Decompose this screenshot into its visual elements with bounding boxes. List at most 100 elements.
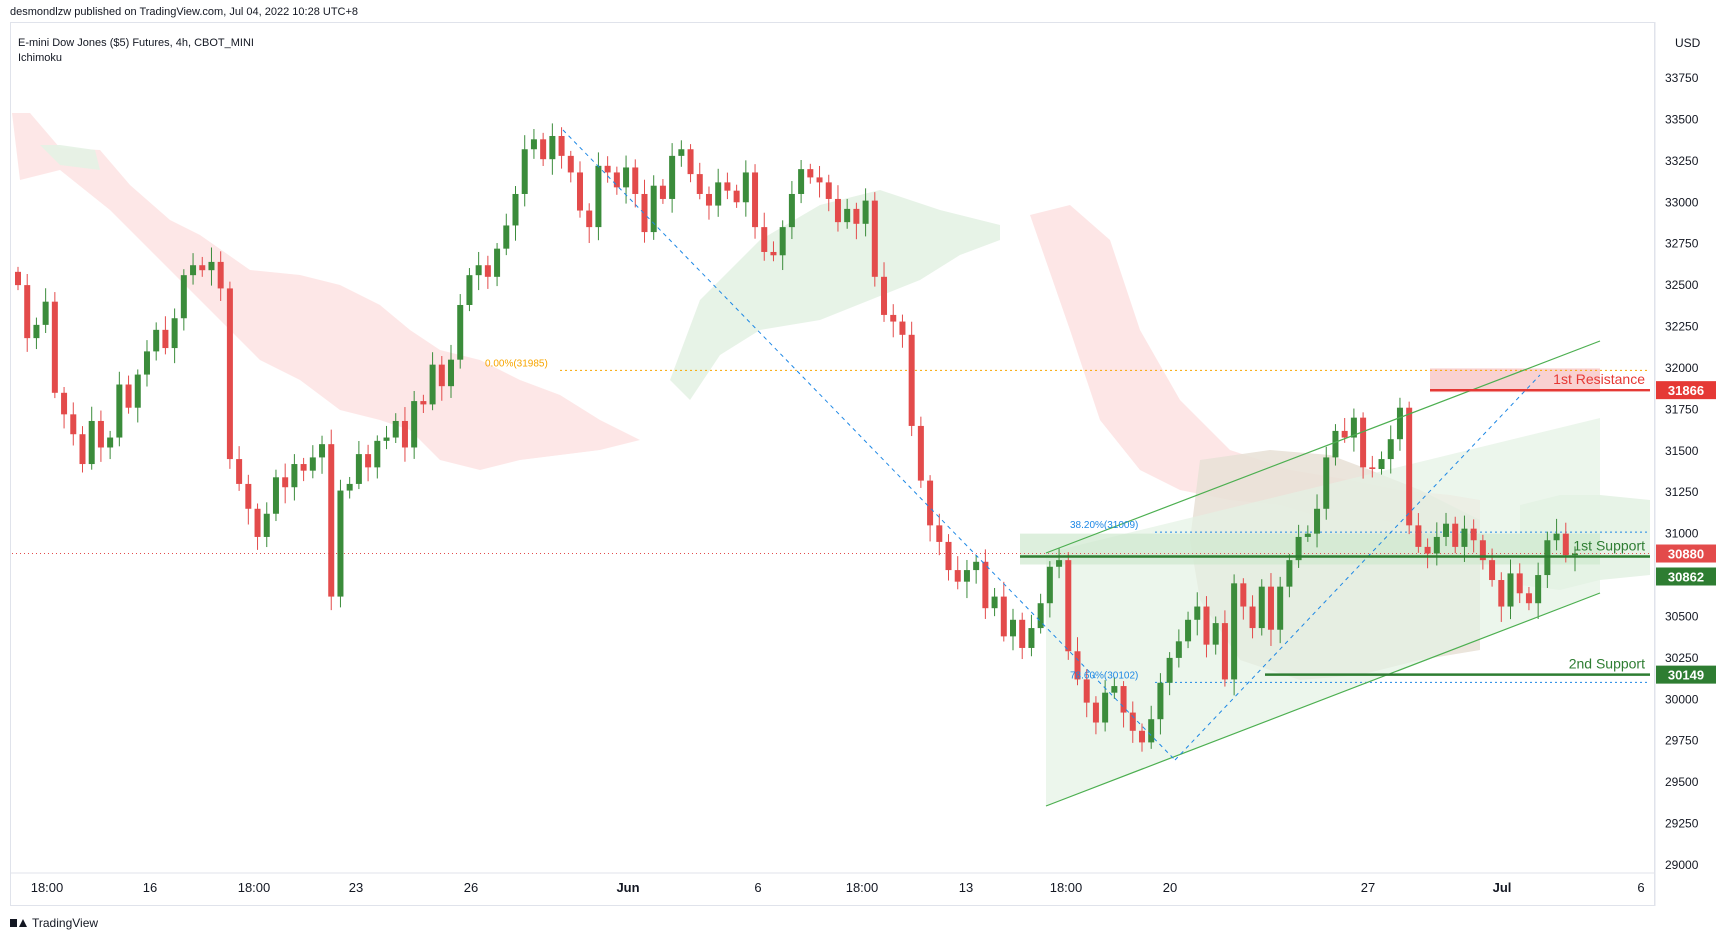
candle-body — [291, 464, 298, 488]
candle-body — [770, 251, 777, 256]
price-badge-label: 30862 — [1668, 569, 1704, 584]
candle-body — [567, 155, 574, 173]
price-tick-label: 32500 — [1665, 278, 1699, 292]
price-tick-label: 29250 — [1665, 817, 1699, 831]
candle-body — [1360, 417, 1367, 468]
time-tick-label: 18:00 — [1050, 880, 1083, 895]
candle-body — [1221, 623, 1228, 680]
candles[interactable] — [15, 123, 1578, 752]
indicator-name[interactable]: Ichimoku — [18, 52, 63, 64]
candle-body — [374, 440, 381, 468]
candle-body — [448, 359, 455, 387]
candle-body — [1498, 580, 1505, 607]
price-badge-label: 31866 — [1668, 383, 1704, 398]
price-tick-label: 33000 — [1665, 195, 1699, 209]
fib-retrace-line — [1174, 374, 1541, 761]
candle-body — [1092, 702, 1099, 723]
price-tick-label: 31500 — [1665, 444, 1699, 458]
candle-body — [1046, 566, 1053, 604]
price-badge — [1656, 544, 1716, 563]
candle-body — [1000, 596, 1007, 637]
candle-body — [881, 276, 888, 315]
time-tick-label: 18:00 — [846, 880, 879, 895]
candle-body — [687, 149, 694, 175]
candle-body — [208, 261, 215, 271]
candle-body — [613, 172, 620, 188]
candle-body — [438, 364, 445, 387]
candle-body — [401, 420, 408, 448]
candle-body — [355, 454, 362, 484]
candle-body — [659, 185, 666, 199]
candle-body — [42, 301, 49, 325]
candle-body — [724, 182, 731, 191]
candle-body — [457, 304, 464, 360]
price-tick-label: 30000 — [1665, 692, 1699, 706]
candle-body — [521, 149, 528, 194]
candle-body — [1304, 533, 1311, 537]
candle-body — [1369, 467, 1376, 470]
candle-body — [512, 193, 519, 226]
candle-body — [576, 172, 583, 211]
candle-body — [171, 318, 178, 349]
level-labels: 0.00%(31985) 38.20%(31009) 78.60%(30102) 1s… — [485, 358, 1645, 681]
candle-body — [162, 329, 169, 349]
time-axis: 18:00 16 18:00 23 26 Jun 6 18:00 13 18:00 20 27 Jul 6 — [10, 872, 1655, 895]
candle-body — [319, 444, 326, 458]
candle-body — [309, 457, 316, 471]
candle-body — [1396, 407, 1403, 440]
candle-body — [1267, 586, 1274, 630]
candle-body — [1479, 540, 1486, 561]
candle-body — [61, 392, 68, 415]
time-tick-label: 26 — [464, 880, 478, 895]
candle-body — [125, 384, 132, 408]
candle-body — [1535, 575, 1542, 604]
candle-body — [1212, 623, 1219, 645]
candle-body — [853, 208, 860, 224]
candle-body — [116, 384, 123, 438]
candle-body — [1175, 641, 1182, 658]
candle-body — [917, 425, 924, 481]
candle-body — [586, 210, 593, 228]
symbol-title[interactable]: E-mini Dow Jones ($5) Futures, 4h, CBOT_… — [18, 37, 254, 49]
candle-body — [282, 477, 289, 488]
fib-level-label: 38.20%(31009) — [1070, 520, 1138, 531]
price-tick-label: 31000 — [1665, 527, 1699, 541]
candle-body — [604, 165, 611, 173]
time-tick-label: 23 — [349, 880, 363, 895]
time-tick-label: 18:00 — [238, 880, 271, 895]
price-tick-label: 32000 — [1665, 361, 1699, 375]
candle-body — [1443, 523, 1450, 537]
candle-body — [1240, 583, 1247, 607]
candle-body — [484, 265, 491, 277]
candle-body — [650, 185, 657, 233]
price-tick-label: 33250 — [1665, 154, 1699, 168]
candle-body — [1129, 712, 1136, 731]
time-tick-label: 16 — [143, 880, 157, 895]
candle-body — [1083, 679, 1090, 703]
candle-body — [1037, 603, 1044, 629]
candle-body — [153, 329, 160, 352]
price-tick-label: 30500 — [1665, 609, 1699, 623]
time-tick-label: 27 — [1361, 880, 1375, 895]
candle-body — [834, 198, 841, 223]
candle-body — [844, 208, 851, 223]
candle-body — [420, 401, 427, 405]
candle-body — [595, 165, 602, 228]
candle-body — [733, 190, 740, 203]
candle-body — [392, 420, 399, 438]
candle-body — [1295, 536, 1302, 561]
candle-body — [15, 271, 21, 286]
candle-body — [51, 301, 58, 393]
candle-body — [927, 480, 934, 526]
tradingview-footer[interactable]: TradingView — [10, 916, 98, 930]
candle-body — [1010, 619, 1017, 637]
candle-body — [263, 513, 270, 537]
candle-body — [982, 561, 989, 609]
price-tick-label: 33500 — [1665, 112, 1699, 126]
candle-body — [632, 167, 639, 194]
candle-body — [494, 248, 501, 277]
candle-body — [180, 275, 187, 319]
candle-body — [798, 169, 805, 194]
candle-body — [779, 227, 786, 256]
